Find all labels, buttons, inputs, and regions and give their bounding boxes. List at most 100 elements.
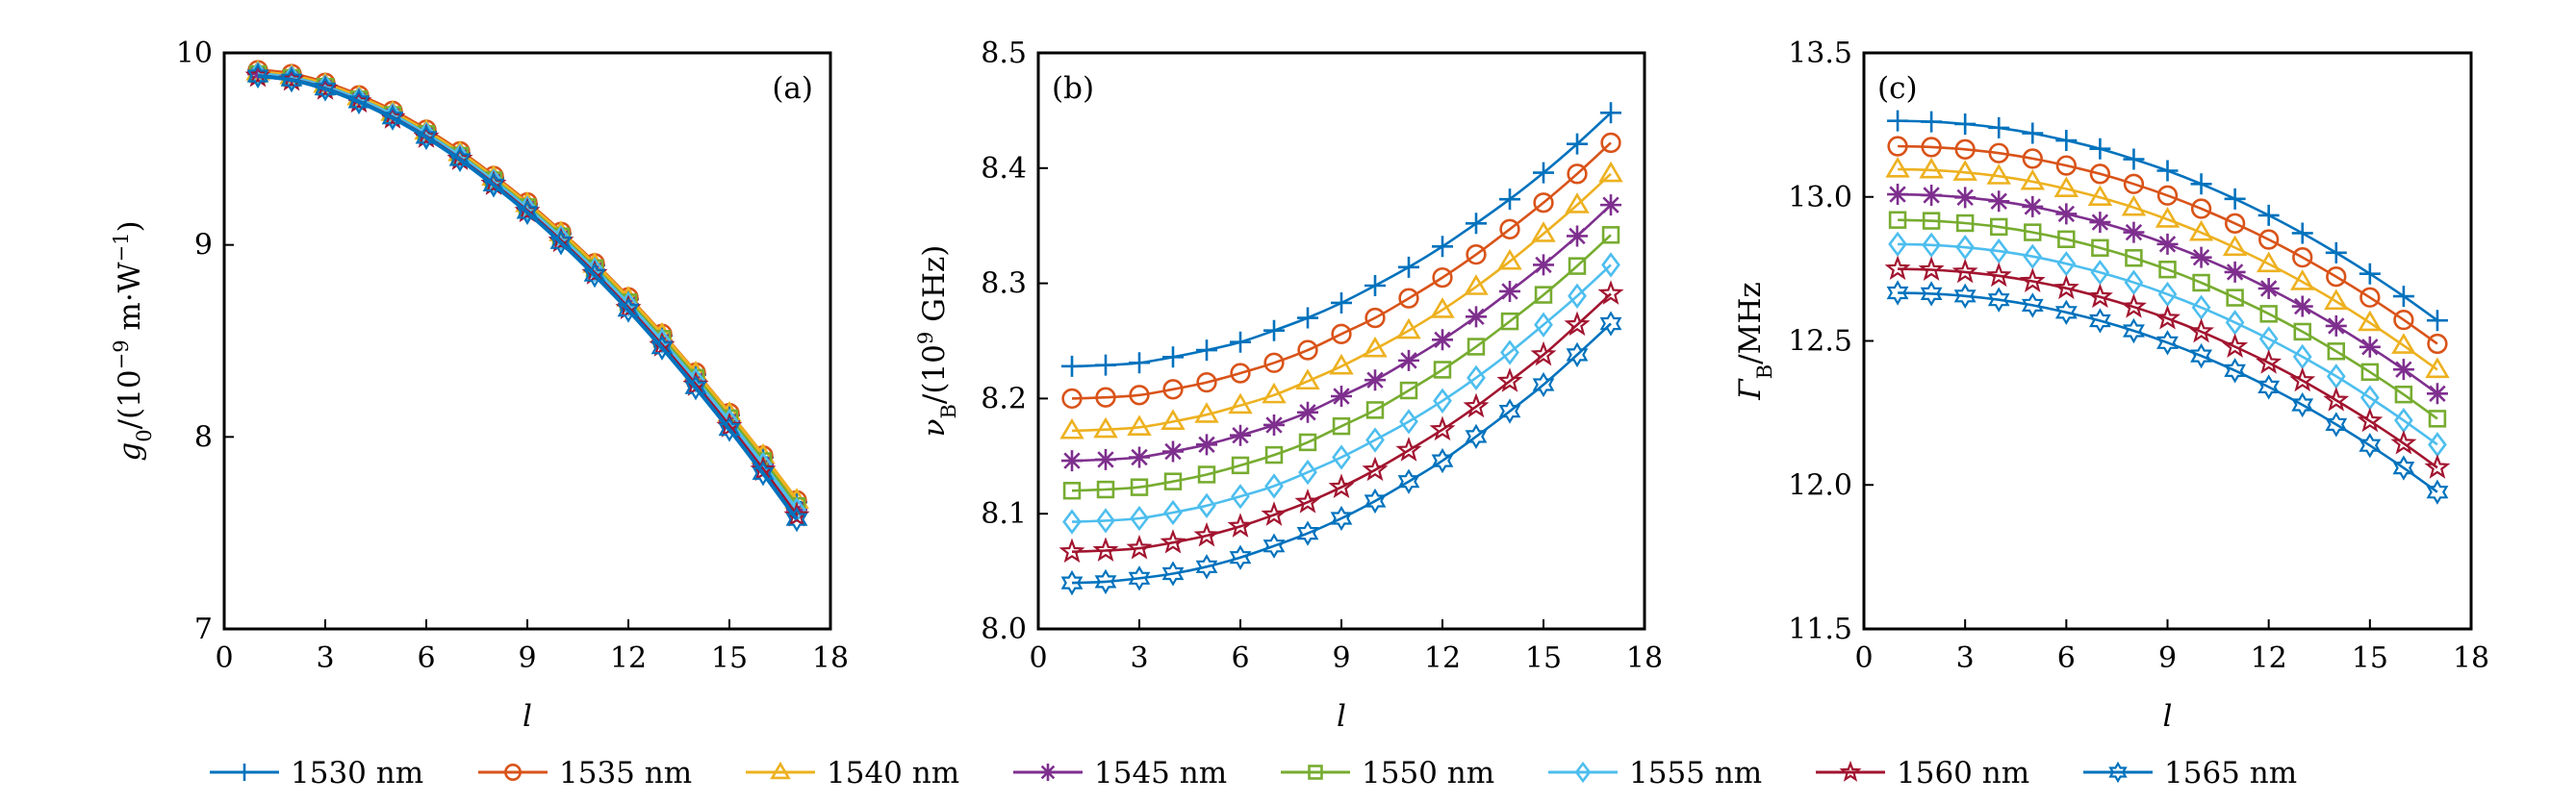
data-point [1534, 312, 1553, 338]
data-point [1229, 544, 1252, 570]
data-point [1262, 533, 1286, 559]
y-label-part: g [113, 442, 147, 462]
data-point [1600, 194, 1621, 216]
data-point [2291, 391, 2314, 418]
data-point [1194, 402, 1219, 423]
series-line [257, 74, 799, 517]
data-point [2424, 454, 2451, 479]
data-point [2392, 359, 2414, 381]
data-point [2360, 363, 2380, 382]
data-point [1061, 388, 1083, 410]
data-point [2123, 221, 2145, 243]
series-1560-nm [244, 62, 810, 527]
data-point [1094, 568, 1117, 595]
data-point [1533, 162, 1554, 184]
legend-label: 1555 nm [1629, 756, 1762, 790]
data-point [2057, 230, 2076, 248]
data-point [1130, 478, 1149, 496]
data-point [785, 507, 808, 533]
data-point [2021, 292, 2044, 318]
data-point [2256, 349, 2283, 374]
legend-label: 1535 nm [559, 756, 692, 790]
data-point [1162, 346, 1184, 368]
data-point [1058, 538, 1085, 564]
data-point [1989, 238, 2009, 264]
data-point [1228, 392, 1253, 414]
legend-marker-asterisk-icon [1039, 764, 1057, 781]
data-point [2155, 304, 2181, 330]
data-point [1433, 361, 1452, 379]
x-tick-label: 3 [1130, 641, 1148, 675]
data-point [1331, 386, 1352, 408]
legend-label: 1545 nm [1094, 756, 1227, 790]
data-point [1531, 221, 1556, 242]
data-point [1567, 225, 1588, 247]
data-point [2121, 194, 2147, 216]
data-point [2190, 198, 2212, 219]
data-point [1364, 488, 1387, 514]
data-point [1195, 554, 1218, 580]
data-point [1298, 459, 1317, 486]
data-point [2289, 269, 2315, 290]
data-point [1601, 226, 1620, 244]
data-point [1230, 363, 1251, 384]
y-tick-label: 11.5 [1788, 613, 1852, 646]
legend-label: 1540 nm [827, 756, 959, 790]
data-point [1129, 352, 1150, 374]
data-point [1598, 161, 1623, 183]
series-line [1071, 292, 1612, 553]
data-point [1264, 445, 1284, 464]
data-point [650, 335, 674, 361]
data-point [1061, 355, 1083, 377]
series-line [257, 70, 799, 504]
data-point [1332, 444, 1351, 470]
data-point [2224, 261, 2246, 283]
data-point [1263, 319, 1285, 341]
data-point [2121, 293, 2147, 318]
data-point [2191, 294, 2211, 320]
data-point [1988, 116, 2010, 138]
y-tick-label: 8.5 [981, 37, 1027, 70]
series-1545-nm [1887, 184, 2448, 405]
data-point [2091, 238, 2109, 257]
data-point [1365, 427, 1385, 453]
data-point [1568, 283, 1587, 309]
data-point [1328, 473, 1355, 499]
data-point [1399, 409, 1418, 435]
series-1545-nm [247, 63, 807, 521]
x-tick-label: 6 [2057, 641, 2076, 675]
data-point [2428, 432, 2447, 458]
series-line [1071, 112, 1612, 368]
series-1540-nm [1885, 156, 2450, 379]
y-label-part: −1 [110, 232, 133, 262]
data-point [1955, 234, 1976, 261]
data-point [1331, 323, 1352, 344]
data-point [1329, 353, 1354, 375]
data-point [1885, 156, 1910, 178]
series-1550-nm [1888, 211, 2447, 428]
series-1540-nm [1059, 161, 1623, 439]
legend-marker-pentagram-icon [1839, 760, 1862, 782]
series-line [257, 72, 799, 512]
data-point [2226, 289, 2244, 307]
data-point [549, 230, 573, 256]
y-label-part: ) [917, 245, 952, 257]
data-point [2225, 310, 2245, 336]
data-point [1500, 339, 1519, 365]
y-axis-label: ΓB/MHz [1733, 282, 1776, 401]
legend-item: 1545 nm [1013, 756, 1227, 790]
legend-item: 1540 nm [746, 756, 959, 790]
data-point [1230, 424, 1251, 446]
plot-frame [1036, 51, 1646, 631]
data-point [280, 67, 303, 93]
data-point [1954, 138, 1976, 160]
legend: 1530 nm 1535 nm 1540 nm 1545 nm 1550 nm 1555 … [210, 756, 2297, 790]
data-point [1568, 257, 1587, 275]
legend-item: 1560 nm [1816, 756, 2029, 790]
data-point [1264, 473, 1284, 499]
legend-item: 1550 nm [1281, 756, 1494, 790]
data-point [1162, 379, 1184, 400]
data-point [1397, 468, 1420, 494]
data-point [1231, 456, 1250, 475]
data-point [1499, 218, 1520, 239]
